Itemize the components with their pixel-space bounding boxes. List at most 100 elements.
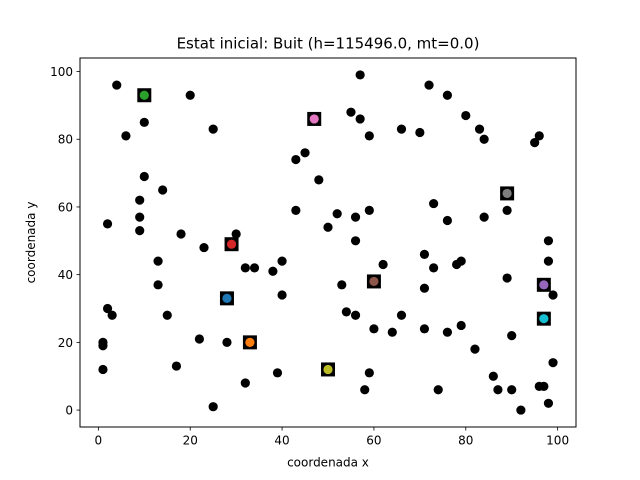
highlight-point [323,364,333,375]
data-point [419,324,430,334]
data-point [98,364,108,375]
highlight-point [222,293,232,303]
data-point [222,337,232,347]
data-point [268,266,278,276]
x-tick-label: 0 [95,434,103,448]
data-point [543,398,554,408]
y-tick-label: 0 [65,404,73,418]
data-point [231,229,241,239]
data-point [121,131,131,141]
data-point [153,256,163,266]
x-tick-label: 40 [274,434,289,448]
data-point [162,310,172,320]
data-point [470,344,480,354]
data-point [185,90,195,100]
data-point [135,195,145,205]
data-point [516,405,526,415]
data-point [102,219,113,229]
data-point [488,371,498,381]
data-point [158,185,168,195]
data-point [429,263,439,273]
data-point [240,263,250,273]
data-point [364,205,374,215]
data-point [350,236,361,246]
data-point [240,378,250,388]
highlight-point [539,314,549,324]
highlight-point [502,188,512,199]
data-point [507,385,517,395]
y-axis-label: coordenada y [24,202,38,284]
data-point [364,131,374,141]
data-points [98,70,558,415]
data-point [502,205,512,215]
y-tick-label: 60 [58,200,73,214]
highlight-point [369,276,379,287]
data-point [429,198,439,209]
data-point [300,148,310,158]
data-point [474,124,485,134]
data-point [199,242,209,253]
y-tick-label: 80 [58,133,73,147]
data-point [139,117,149,127]
data-point [456,320,466,331]
data-point [419,283,430,293]
data-point [396,310,407,320]
data-point [530,138,540,148]
y-tick-label: 20 [58,336,73,350]
data-point [139,171,149,182]
data-point [350,310,361,320]
data-point [543,236,554,246]
data-point [543,256,554,266]
data-point [415,127,425,138]
data-point [539,381,549,391]
data-point [369,324,379,334]
data-point [337,280,347,290]
x-axis-ticks: 0 20 40 60 80 100 [95,427,569,448]
data-point [355,114,365,124]
data-point [534,131,544,141]
data-point [107,310,117,320]
data-point [442,327,453,337]
data-point [442,215,453,226]
data-point [291,154,301,165]
data-point [548,290,558,300]
data-point [314,175,324,185]
data-point [419,249,430,259]
data-point [456,256,466,266]
highlight-point [309,114,319,124]
data-point [360,385,370,395]
data-point [548,358,558,368]
data-point [461,110,471,121]
data-point [135,226,145,236]
data-point [171,361,182,371]
data-point [507,330,517,341]
highlight-point [245,337,255,347]
data-point [277,290,287,300]
data-point [502,273,512,283]
x-tick-label: 20 [183,434,198,448]
data-point [355,70,365,80]
data-point [176,229,186,239]
y-axis-ticks: 0 20 40 60 80 100 [50,65,80,418]
data-point [364,368,374,378]
data-point [194,334,205,344]
data-point [112,80,122,90]
data-point [98,341,108,351]
data-point [378,259,388,270]
data-point [424,80,434,90]
data-point [208,124,218,134]
highlighted-points [137,88,551,377]
highlight-point [139,90,149,100]
data-point [277,256,287,266]
data-point [387,327,397,337]
data-point [323,222,333,232]
data-point [433,385,443,395]
data-point [479,134,489,144]
plot-area-frame [79,57,577,428]
data-point [135,212,145,222]
data-point [350,212,361,222]
highlight-point [539,280,549,290]
data-point [332,209,342,219]
